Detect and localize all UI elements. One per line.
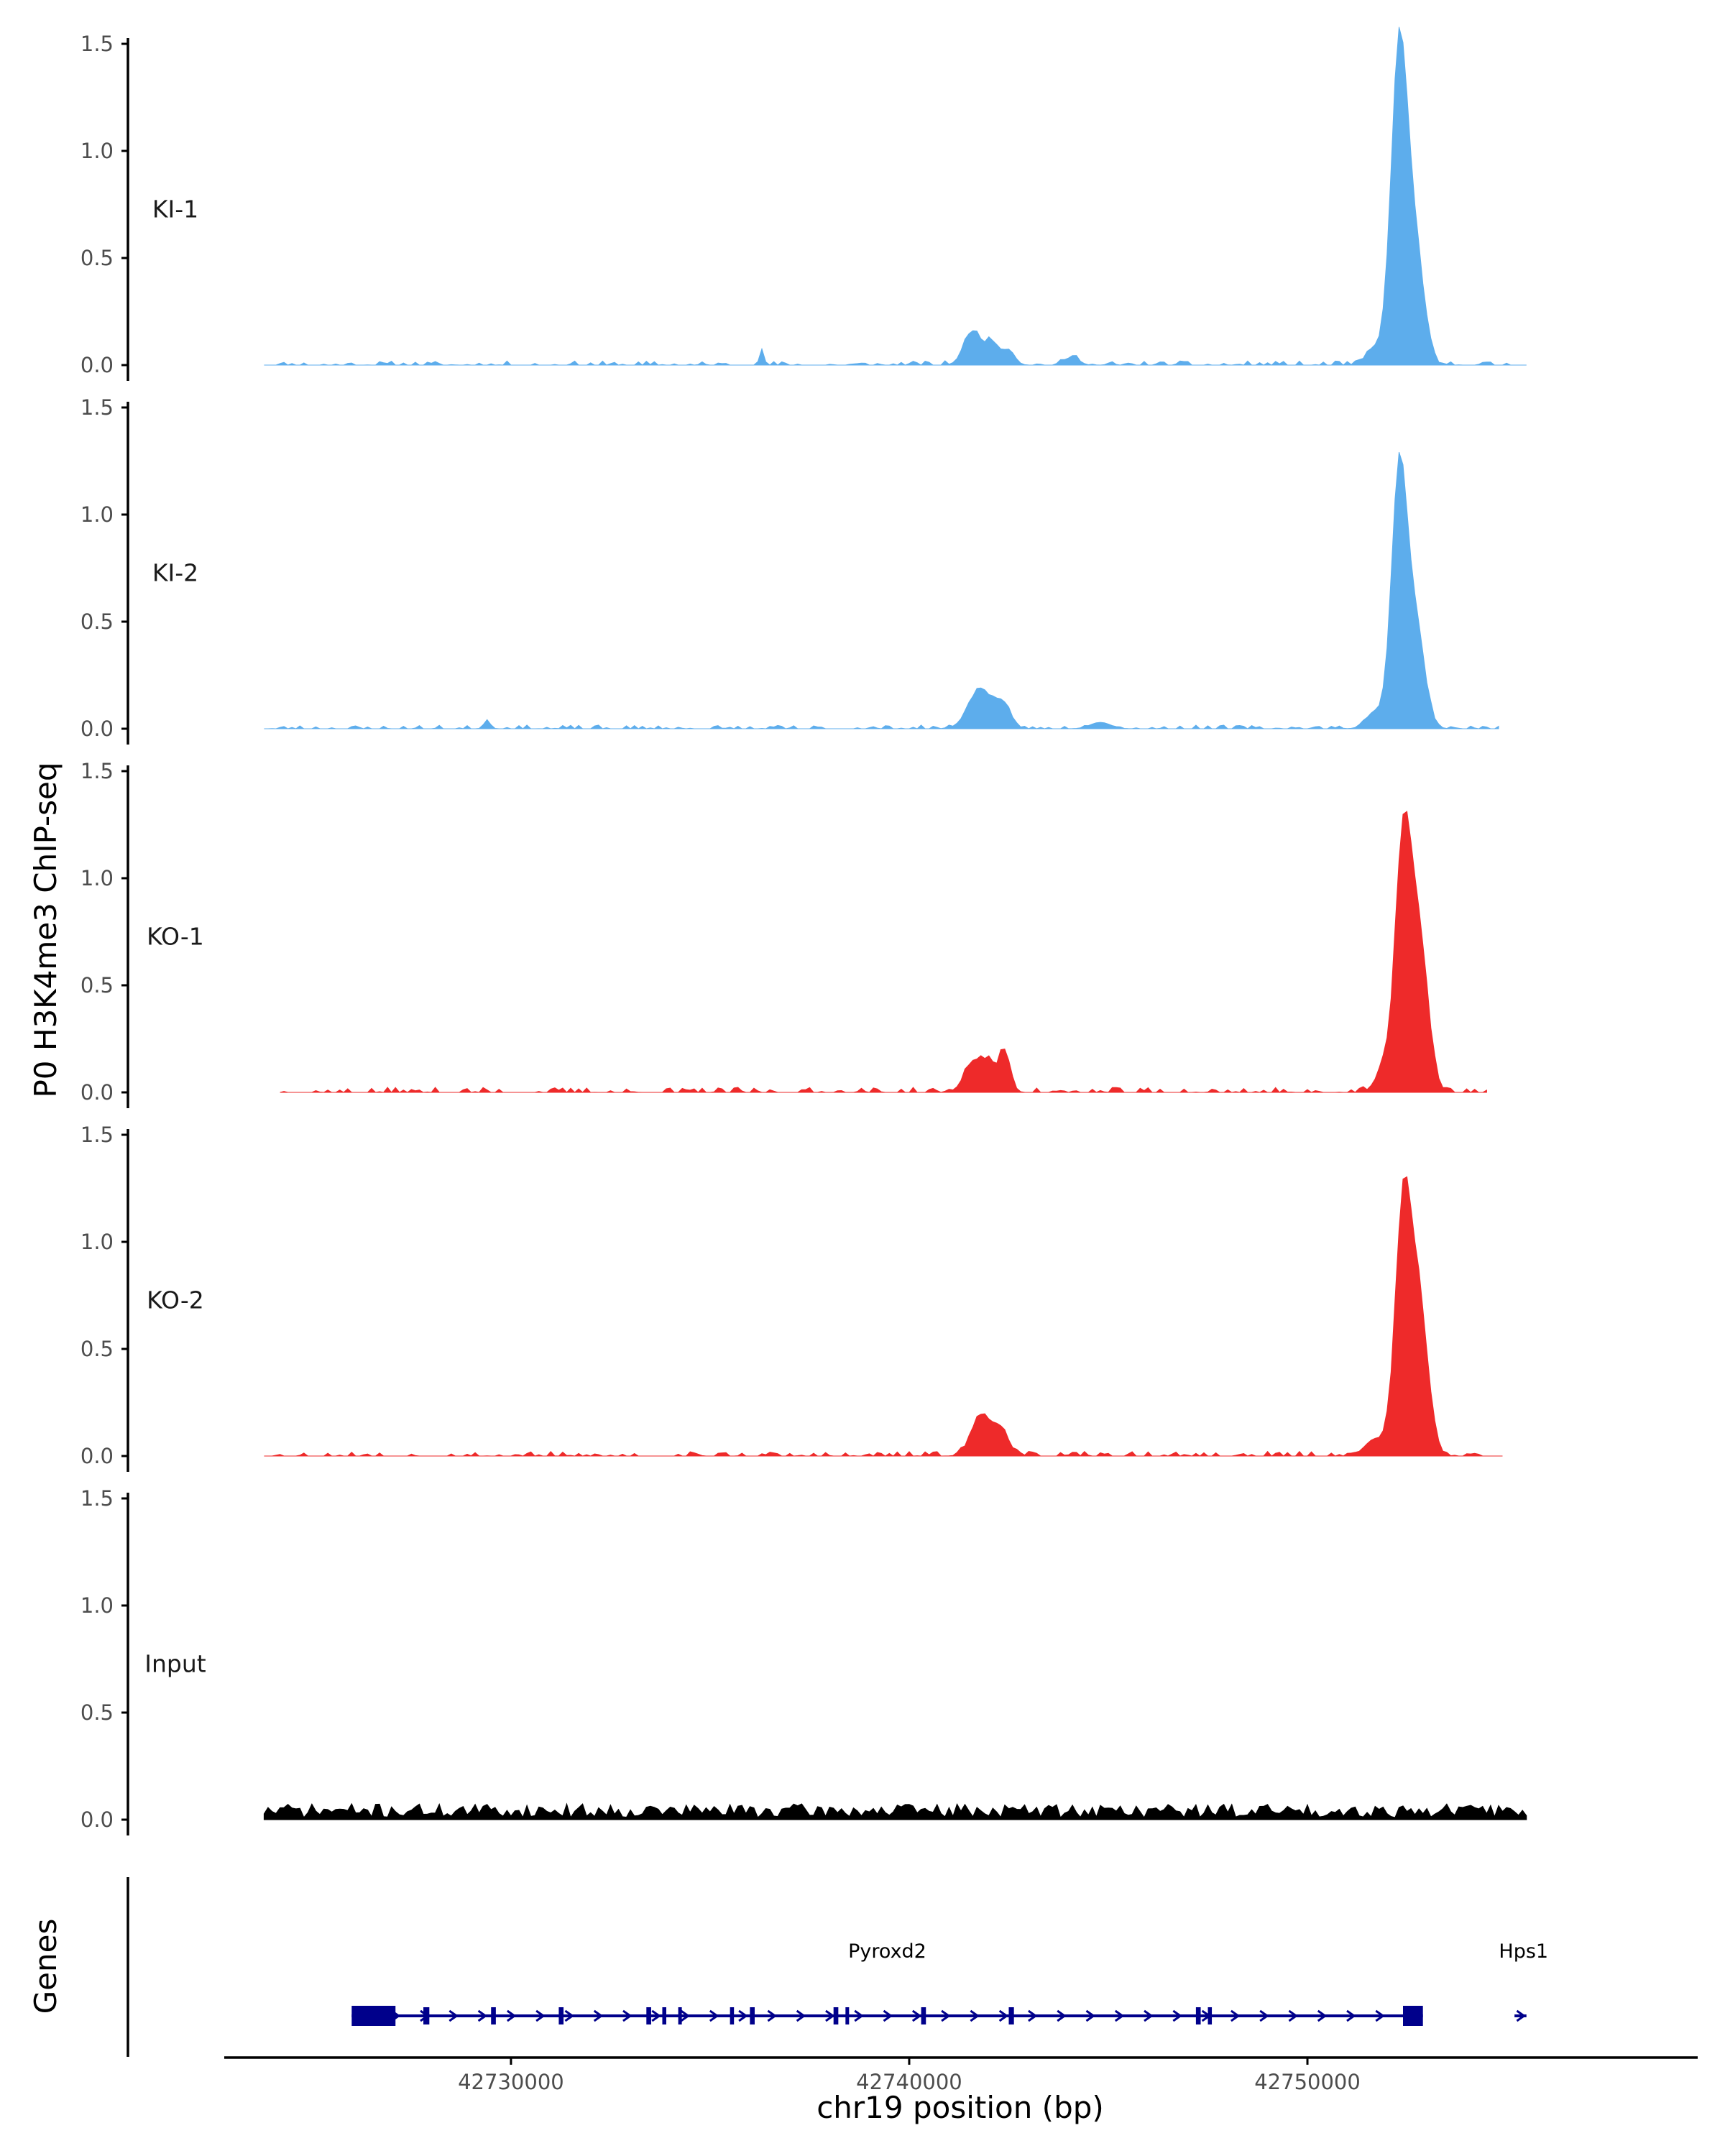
strand-arrow xyxy=(1114,2009,1125,2022)
exon xyxy=(558,2007,564,2024)
gene-hps1: Hps1 xyxy=(1499,1940,1548,2022)
strand-arrow xyxy=(477,2009,488,2022)
exon xyxy=(1403,2006,1423,2026)
gene-label: Pyroxd2 xyxy=(848,1940,926,1963)
track-label: KI-2 xyxy=(152,558,198,586)
track-ko-2: 0.0 0.5 1.0 1.5 KO-2 xyxy=(80,1123,1503,1472)
strand-arrow xyxy=(941,2009,951,2022)
y-tick-label: 1.5 xyxy=(80,759,114,783)
y-tick-label: 1.5 xyxy=(80,1123,114,1147)
coverage-area xyxy=(264,1176,1503,1457)
strand-arrow xyxy=(911,2009,922,2022)
strand-arrow xyxy=(970,2009,980,2022)
x-tick-label: 42740000 xyxy=(856,2070,962,2094)
strand-arrow xyxy=(825,2009,835,2022)
y-tick-label: 1.5 xyxy=(80,395,114,420)
y-tick-label: 1.0 xyxy=(80,1230,114,1254)
exon xyxy=(730,2007,735,2024)
track-label: Input xyxy=(144,1649,206,1677)
strand-arrow xyxy=(1172,2009,1182,2022)
strand-arrow xyxy=(1288,2009,1299,2022)
exon xyxy=(646,2007,651,2024)
track-ko-1: 0.0 0.5 1.0 1.5 KO-1 xyxy=(80,759,1487,1108)
track-label: KO-2 xyxy=(147,1286,204,1314)
genes-track-title: Genes xyxy=(28,1919,63,2014)
y-tick-label: 0.5 xyxy=(80,1700,114,1725)
track-ki-1: 0.0 0.5 1.0 1.5 KI-1 xyxy=(80,27,1527,381)
coverage-area xyxy=(264,27,1527,366)
strand-arrow xyxy=(883,2009,893,2022)
strand-arrow xyxy=(1516,2009,1527,2022)
coverage-area xyxy=(280,811,1487,1093)
y-tick-label: 1.5 xyxy=(80,1486,114,1511)
y-tick-label: 0.5 xyxy=(80,1337,114,1361)
y-axis-title: P0 H3K4me3 ChIP-seq xyxy=(28,762,63,1097)
strand-arrow xyxy=(796,2009,806,2022)
y-tick-label: 1.5 xyxy=(80,32,114,56)
exon xyxy=(750,2007,755,2024)
coverage-area xyxy=(264,451,1499,729)
strand-arrow xyxy=(1085,2009,1096,2022)
exon xyxy=(833,2007,839,2024)
y-tick-label: 0.0 xyxy=(80,717,114,741)
y-tick-label: 0.0 xyxy=(80,1080,114,1105)
genes-track: Pyroxd2 Hps1 xyxy=(126,1877,1548,2057)
x-axis-title: chr19 position (bp) xyxy=(816,2090,1104,2125)
strand-arrow xyxy=(1317,2009,1328,2022)
strand-arrow xyxy=(1028,2009,1038,2022)
exon xyxy=(423,2007,430,2024)
coverage-area xyxy=(263,1802,1527,1820)
y-tick-label: 1.0 xyxy=(80,502,114,527)
exon xyxy=(678,2007,682,2024)
exon xyxy=(1195,2007,1201,2024)
track-label: KI-1 xyxy=(152,195,198,223)
exon xyxy=(1208,2007,1213,2024)
exon xyxy=(1008,2007,1014,2024)
strand-arrow xyxy=(738,2009,748,2022)
strand-arrow xyxy=(1375,2009,1385,2022)
coverage-tracks: 0.0 0.5 1.0 1.5 KI-1 0.0 0.5 1.0 1.5 KI-2 0.0 0.5 1.… xyxy=(80,27,1527,1835)
strand-arrow xyxy=(709,2009,719,2022)
strand-arrow xyxy=(448,2009,459,2022)
y-tick-label: 0.5 xyxy=(80,246,114,270)
strand-arrow xyxy=(564,2009,575,2022)
x-tick-label: 42750000 xyxy=(1254,2070,1361,2094)
strand-arrow xyxy=(1346,2009,1356,2022)
y-tick-label: 1.0 xyxy=(80,1593,114,1618)
x-axis: 42730000 42740000 42750000 xyxy=(224,2056,1698,2094)
y-tick-label: 0.0 xyxy=(80,1444,114,1468)
exon xyxy=(491,2007,496,2024)
exon xyxy=(662,2007,666,2024)
strand-arrow xyxy=(680,2009,691,2022)
strand-arrow xyxy=(535,2009,546,2022)
strand-arrow xyxy=(622,2009,632,2022)
strand-arrow xyxy=(651,2009,661,2022)
y-tick-label: 0.0 xyxy=(80,1807,114,1832)
strand-arrow xyxy=(998,2009,1009,2022)
track-label: KO-1 xyxy=(147,922,204,950)
y-tick-label: 1.0 xyxy=(80,866,114,890)
exon xyxy=(845,2007,850,2024)
y-tick-label: 0.5 xyxy=(80,973,114,998)
gene-label: Hps1 xyxy=(1499,1940,1548,1963)
exon xyxy=(921,2007,926,2024)
y-tick-label: 1.0 xyxy=(80,139,114,163)
strand-arrow xyxy=(1230,2009,1241,2022)
track-input: 0.0 0.5 1.0 1.5 Input xyxy=(80,1486,1527,1835)
strand-arrow xyxy=(854,2009,864,2022)
strand-arrow xyxy=(506,2009,517,2022)
y-tick-label: 0.0 xyxy=(80,353,114,377)
track-ki-2: 0.0 0.5 1.0 1.5 KI-2 xyxy=(80,395,1499,745)
y-tick-label: 0.5 xyxy=(80,609,114,634)
strand-arrow xyxy=(1259,2009,1269,2022)
strand-arrow xyxy=(1144,2009,1154,2022)
strand-arrow xyxy=(593,2009,604,2022)
gene-pyroxd2: Pyroxd2 xyxy=(351,1940,1423,2026)
strand-arrow xyxy=(1057,2009,1067,2022)
exon xyxy=(351,2006,396,2026)
x-tick-label: 42730000 xyxy=(458,2070,564,2094)
strand-arrow xyxy=(767,2009,777,2022)
